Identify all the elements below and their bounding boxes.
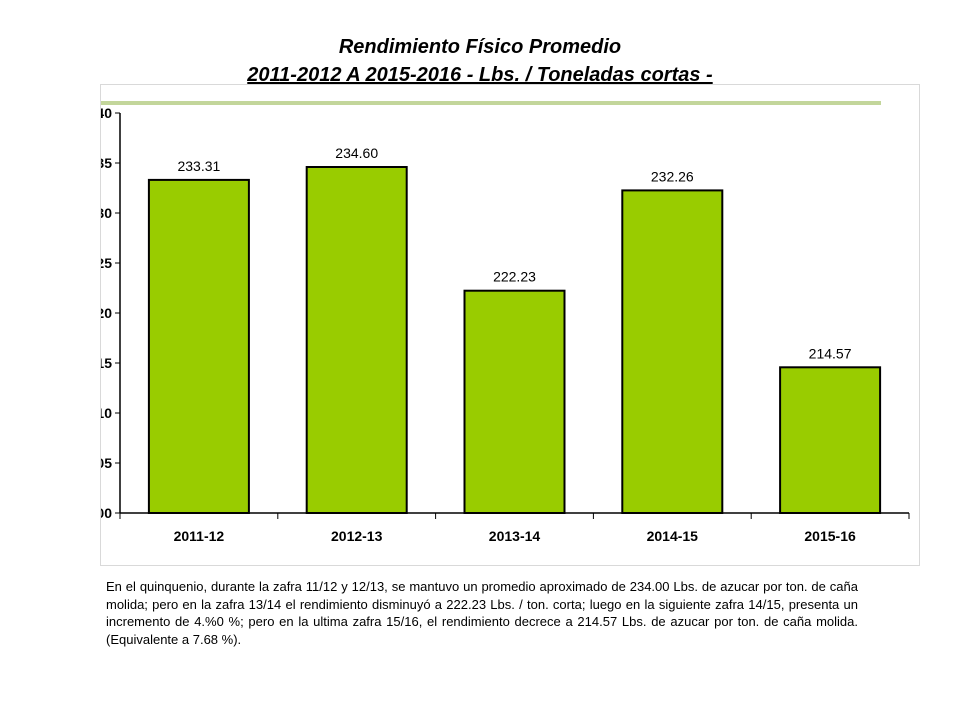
bar-2012-13: [305, 166, 408, 514]
x-tick-label: 2014-15: [647, 528, 699, 544]
data-label: 214.57: [809, 345, 852, 361]
chart-area: 200 205 210 215 220 225 230 235 240 233.31 2011-12…: [100, 84, 920, 566]
x-tick-label: 2013-14: [489, 528, 541, 544]
y-tick-label: 240: [101, 105, 112, 121]
bar-2011-12: [147, 178, 250, 515]
bar-chart: 200 205 210 215 220 225 230 235 240 233.31 2011-12…: [101, 101, 910, 544]
bar-2015-16: [779, 366, 882, 514]
bar-2013-14: [463, 289, 566, 514]
chart-description: En el quinquenio, durante la zafra 11/12…: [106, 579, 858, 647]
x-tick-label: 2011-12: [174, 528, 225, 544]
y-tick-label: 225: [101, 255, 112, 271]
bar-2014-15: [621, 189, 724, 515]
y-tick-label: 235: [101, 155, 112, 171]
data-label: 232.26: [651, 168, 694, 184]
data-label: 233.31: [177, 158, 220, 174]
x-tick-label: 2015-16: [804, 528, 856, 544]
data-label: 234.60: [335, 145, 378, 161]
chart-title: Rendimiento Físico Promedio: [338, 36, 622, 58]
x-tick-label: 2012-13: [331, 528, 383, 544]
y-tick-label: 210: [101, 405, 112, 421]
y-tick-label: 230: [101, 205, 112, 221]
y-tick-label: 205: [101, 455, 112, 471]
y-tick-label: 220: [101, 305, 112, 321]
y-tick-label: 215: [101, 355, 112, 371]
y-tick-label: 200: [101, 505, 112, 521]
data-label: 222.23: [493, 269, 536, 285]
chart-subtitle: 2011-2012 A 2015-2016 - Lbs. / Toneladas…: [247, 64, 713, 86]
